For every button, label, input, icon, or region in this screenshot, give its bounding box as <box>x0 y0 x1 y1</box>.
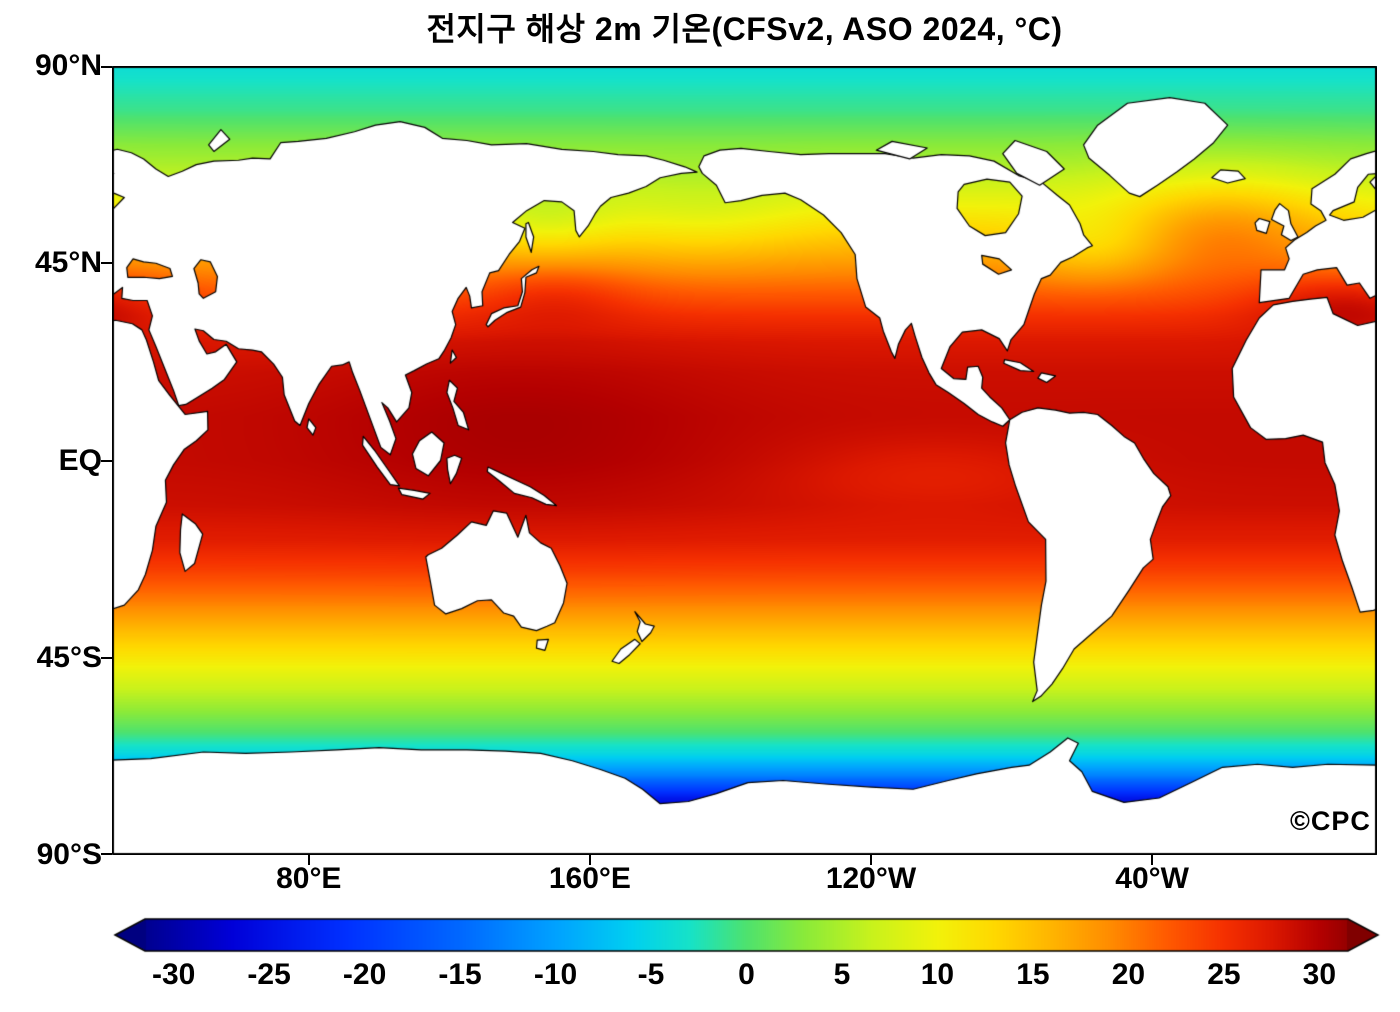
colorbar-tick-label: -25 <box>247 958 291 991</box>
lat-axis-tick <box>101 656 112 659</box>
lat-axis-tick <box>101 853 112 855</box>
colorbar-tick-label: 15 <box>1016 958 1050 991</box>
lon-axis-label: 120°W <box>825 862 917 895</box>
lat-axis-label: 90°S <box>36 838 102 871</box>
colorbar-tick-label: 5 <box>833 958 851 991</box>
colorbar-tick-label: 25 <box>1207 958 1241 991</box>
lon-axis-label: 80°E <box>276 862 342 895</box>
lat-axis-tick <box>101 262 112 265</box>
temperature-map-canvas <box>112 66 1377 855</box>
lat-axis-tick <box>101 459 112 462</box>
lat-axis-label: 45°S <box>36 640 102 674</box>
lon-axis-tick <box>1151 855 1154 865</box>
lat-axis-label: EQ <box>58 443 102 477</box>
colorbar-tick-label: -30 <box>151 958 196 991</box>
lon-axis-tick <box>307 855 310 865</box>
lat-axis-label: 45°N <box>34 246 102 280</box>
lon-axis-label: 160°E <box>548 862 631 895</box>
lon-axis-label: 40°W <box>1115 862 1189 895</box>
colorbar-tick-label: 10 <box>920 958 955 991</box>
chart-title: 전지구 해상 2m 기온(CFSv2, ASO 2024, °C) <box>426 11 1063 47</box>
lat-axis-tick <box>101 66 112 68</box>
colorbar-tick-label: -15 <box>438 958 482 991</box>
colorbar-tick-label: -10 <box>533 958 578 991</box>
colorbar-tick-label: 0 <box>738 958 755 991</box>
lon-axis-tick <box>588 855 591 865</box>
colorbar-tick-label: -20 <box>342 958 387 991</box>
cpc-logo: ©CPC <box>1290 806 1371 836</box>
lon-axis-tick <box>870 855 872 865</box>
colorbar-tick-label: 30 <box>1302 958 1337 991</box>
colorbar-canvas <box>0 916 1400 962</box>
colorbar-tick-label: -5 <box>637 958 665 991</box>
colorbar-tick-label: 20 <box>1111 958 1146 991</box>
lat-axis-label: 90°N <box>34 49 102 82</box>
